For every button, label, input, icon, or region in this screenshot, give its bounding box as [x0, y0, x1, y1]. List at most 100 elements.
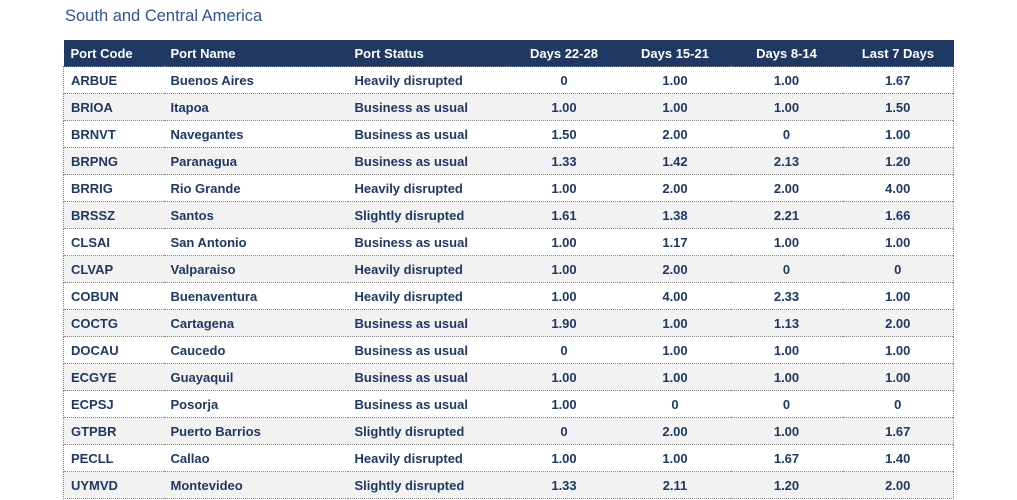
days-8-14-cell: 1.67 — [730, 444, 843, 472]
days-15-21-cell: 2.00 — [619, 174, 731, 202]
days-22-28-cell: 1.00 — [508, 255, 620, 283]
table-row: CLVAP Valparaiso Heavily disrupted 1.00 2.00… — [63, 255, 954, 283]
table-row: BRSSZ Santos Slightly disrupted 1.61 1.38 2.2… — [63, 201, 954, 229]
days-8-14-cell: 1.00 — [730, 66, 843, 94]
last-7-days-cell: 1.00 — [842, 228, 954, 256]
port-code-cell: PECLL — [63, 444, 164, 472]
header-port-name: Port Name — [163, 40, 348, 67]
days-15-21-cell: 2.11 — [619, 471, 731, 499]
port-code-cell: BRRIG — [63, 174, 164, 202]
port-name-cell: Buenos Aires — [163, 66, 348, 94]
port-name-cell: Paranagua — [163, 147, 348, 175]
days-22-28-cell: 1.33 — [508, 471, 620, 499]
days-8-14-cell: 1.00 — [730, 336, 843, 364]
port-name-cell: Caucedo — [163, 336, 348, 364]
days-22-28-cell: 1.00 — [508, 93, 620, 121]
port-code-cell: CLSAI — [63, 228, 164, 256]
days-22-28-cell: 1.90 — [508, 309, 620, 337]
days-22-28-cell: 1.00 — [508, 363, 620, 391]
port-name-cell: Callao — [163, 444, 348, 472]
table-row: CLSAI San Antonio Business as usual 1.00 1.1… — [63, 228, 954, 256]
port-code-cell: COBUN — [63, 282, 164, 310]
last-7-days-cell: 4.00 — [842, 174, 954, 202]
port-status-cell: Business as usual — [347, 228, 509, 256]
days-22-28-cell: 1.00 — [508, 390, 620, 418]
days-15-21-cell: 2.00 — [619, 255, 731, 283]
port-status-cell: Heavily disrupted — [347, 282, 509, 310]
days-22-28-cell: 1.00 — [508, 228, 620, 256]
table-row: COBUN Buenaventura Heavily disrupted 1.00 4.… — [63, 282, 954, 310]
days-15-21-cell: 1.00 — [619, 336, 731, 364]
table-row: PECLL Callao Heavily disrupted 1.00 1.00 1.67… — [63, 444, 954, 472]
port-code-cell: BRNVT — [63, 120, 164, 148]
days-8-14-cell: 2.00 — [730, 174, 843, 202]
days-15-21-cell: 1.00 — [619, 363, 731, 391]
days-8-14-cell: 2.13 — [730, 147, 843, 175]
days-22-28-cell: 1.61 — [508, 201, 620, 229]
table-row: ARBUE Buenos Aires Heavily disrupted 0 1.00 1… — [63, 66, 954, 94]
days-15-21-cell: 1.00 — [619, 66, 731, 94]
table-row: BRIOA Itapoa Business as usual 1.00 1.00 1.00… — [63, 93, 954, 121]
last-7-days-cell: 1.67 — [842, 417, 954, 445]
days-15-21-cell: 1.17 — [619, 228, 731, 256]
port-name-cell: San Antonio — [163, 228, 348, 256]
days-22-28-cell: 1.00 — [508, 444, 620, 472]
last-7-days-cell: 1.00 — [842, 336, 954, 364]
days-15-21-cell: 1.00 — [619, 444, 731, 472]
port-status-cell: Heavily disrupted — [347, 255, 509, 283]
days-15-21-cell: 2.00 — [619, 417, 731, 445]
port-code-cell: COCTG — [63, 309, 164, 337]
days-22-28-cell: 1.00 — [508, 174, 620, 202]
port-name-cell: Cartagena — [163, 309, 348, 337]
port-status-cell: Slightly disrupted — [347, 201, 509, 229]
table-header-row: Port Code Port Name Port Status Days 22-… — [63, 40, 954, 67]
days-8-14-cell: 1.20 — [730, 471, 843, 499]
last-7-days-cell: 1.00 — [842, 363, 954, 391]
page-title: South and Central America — [65, 7, 263, 25]
port-code-cell: BRSSZ — [63, 201, 164, 229]
days-8-14-cell: 1.00 — [730, 93, 843, 121]
port-status-cell: Heavily disrupted — [347, 444, 509, 472]
last-7-days-cell: 0 — [842, 390, 954, 418]
last-7-days-cell: 2.00 — [842, 309, 954, 337]
port-status-cell: Business as usual — [347, 336, 509, 364]
port-status-cell: Business as usual — [347, 390, 509, 418]
port-status-cell: Slightly disrupted — [347, 417, 509, 445]
days-15-21-cell: 1.00 — [619, 309, 731, 337]
table-row: BRRIG Rio Grande Heavily disrupted 1.00 2.00… — [63, 174, 954, 202]
port-status-cell: Business as usual — [347, 93, 509, 121]
table-row: ECPSJ Posorja Business as usual 1.00 0 0 0 — [63, 390, 954, 418]
port-status-cell: Business as usual — [347, 120, 509, 148]
days-15-21-cell: 2.00 — [619, 120, 731, 148]
port-name-cell: Itapoa — [163, 93, 348, 121]
days-8-14-cell: 1.13 — [730, 309, 843, 337]
port-name-cell: Santos — [163, 201, 348, 229]
days-8-14-cell: 1.00 — [730, 417, 843, 445]
days-22-28-cell: 1.50 — [508, 120, 620, 148]
last-7-days-cell: 0 — [842, 255, 954, 283]
port-status-cell: Heavily disrupted — [347, 66, 509, 94]
days-8-14-cell: 0 — [730, 120, 843, 148]
days-8-14-cell: 0 — [730, 390, 843, 418]
last-7-days-cell: 1.00 — [842, 282, 954, 310]
table-row: BRNVT Navegantes Business as usual 1.50 2.00… — [63, 120, 954, 148]
days-15-21-cell: 1.00 — [619, 93, 731, 121]
port-code-cell: BRPNG — [63, 147, 164, 175]
header-days-15-21: Days 15-21 — [619, 40, 731, 67]
port-code-cell: GTPBR — [63, 417, 164, 445]
ports-table: Port Code Port Name Port Status Days 22-… — [63, 40, 954, 499]
days-8-14-cell: 1.00 — [730, 228, 843, 256]
days-15-21-cell: 1.38 — [619, 201, 731, 229]
port-status-cell: Business as usual — [347, 147, 509, 175]
last-7-days-cell: 1.40 — [842, 444, 954, 472]
header-port-status: Port Status — [347, 40, 509, 67]
days-15-21-cell: 1.42 — [619, 147, 731, 175]
table-row: GTPBR Puerto Barrios Slightly disrupted 0 2.… — [63, 417, 954, 445]
header-days-22-28: Days 22-28 — [508, 40, 620, 67]
header-days-8-14: Days 8-14 — [730, 40, 843, 67]
days-8-14-cell: 2.21 — [730, 201, 843, 229]
port-code-cell: ARBUE — [63, 66, 164, 94]
table-row: COCTG Cartagena Business as usual 1.90 1.00 1… — [63, 309, 954, 337]
port-name-cell: Buenaventura — [163, 282, 348, 310]
days-15-21-cell: 0 — [619, 390, 731, 418]
